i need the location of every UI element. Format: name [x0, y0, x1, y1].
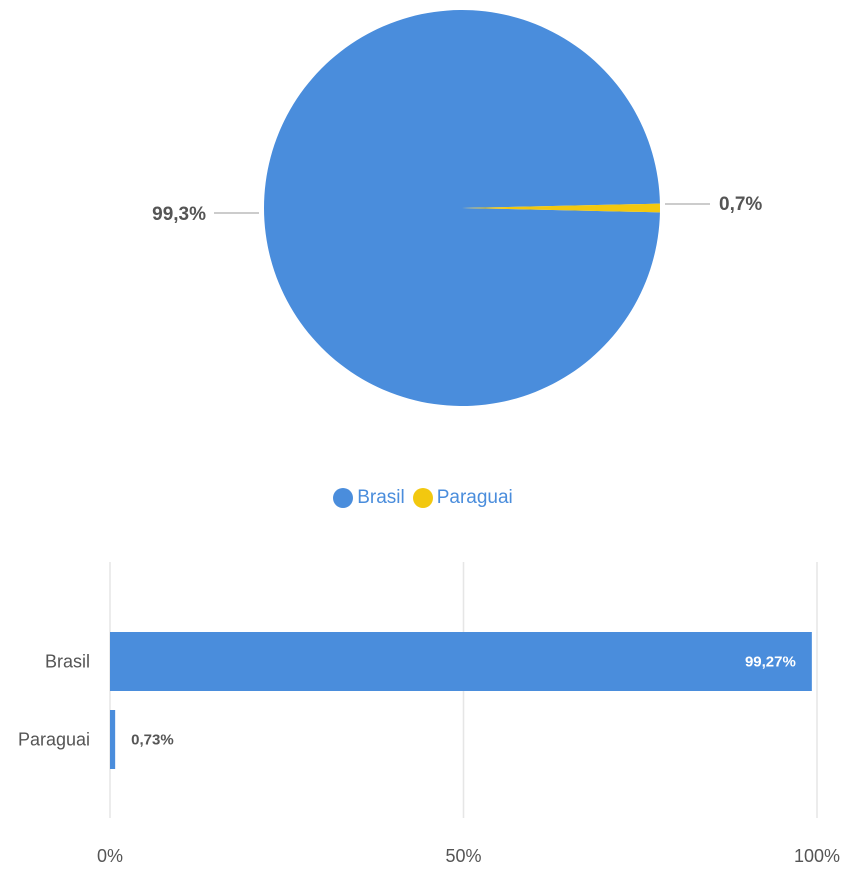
bar-axis-tick: 50%	[445, 846, 481, 866]
legend-swatch-paraguai	[412, 488, 433, 508]
legend-swatch-brasil	[333, 488, 354, 508]
pie-slice-paraguai	[462, 203, 661, 213]
bar-paraguai	[110, 710, 116, 769]
legend-item-paraguai[interactable]: Paraguai	[412, 487, 513, 509]
bar-value-label: 0,73%	[131, 732, 174, 749]
pie-label-paraguai: 0,7%	[719, 194, 762, 215]
legend-label-paraguai: Paraguai	[436, 487, 513, 508]
bar-axis-tick: 0%	[97, 846, 123, 866]
pie-slice-brasil	[264, 9, 660, 407]
bar-chart: 0% 50% 100% Brasil 99,27% Paraguai 0,73%	[18, 562, 840, 866]
pie-legend: Brasil Paraguai	[0, 480, 846, 516]
legend-item-brasil[interactable]: Brasil	[333, 487, 405, 509]
bar-axis-tick: 100%	[794, 846, 840, 866]
bar-category-label: Paraguai	[18, 730, 90, 750]
bar-brasil	[110, 632, 812, 691]
pie-chart: 99,3% 0,7%	[152, 9, 762, 407]
pie-label-brasil: 99,3%	[152, 204, 206, 225]
bar-category-label: Brasil	[45, 652, 90, 672]
legend-label-brasil: Brasil	[357, 487, 405, 508]
bar-value-label: 99,27%	[745, 654, 796, 671]
